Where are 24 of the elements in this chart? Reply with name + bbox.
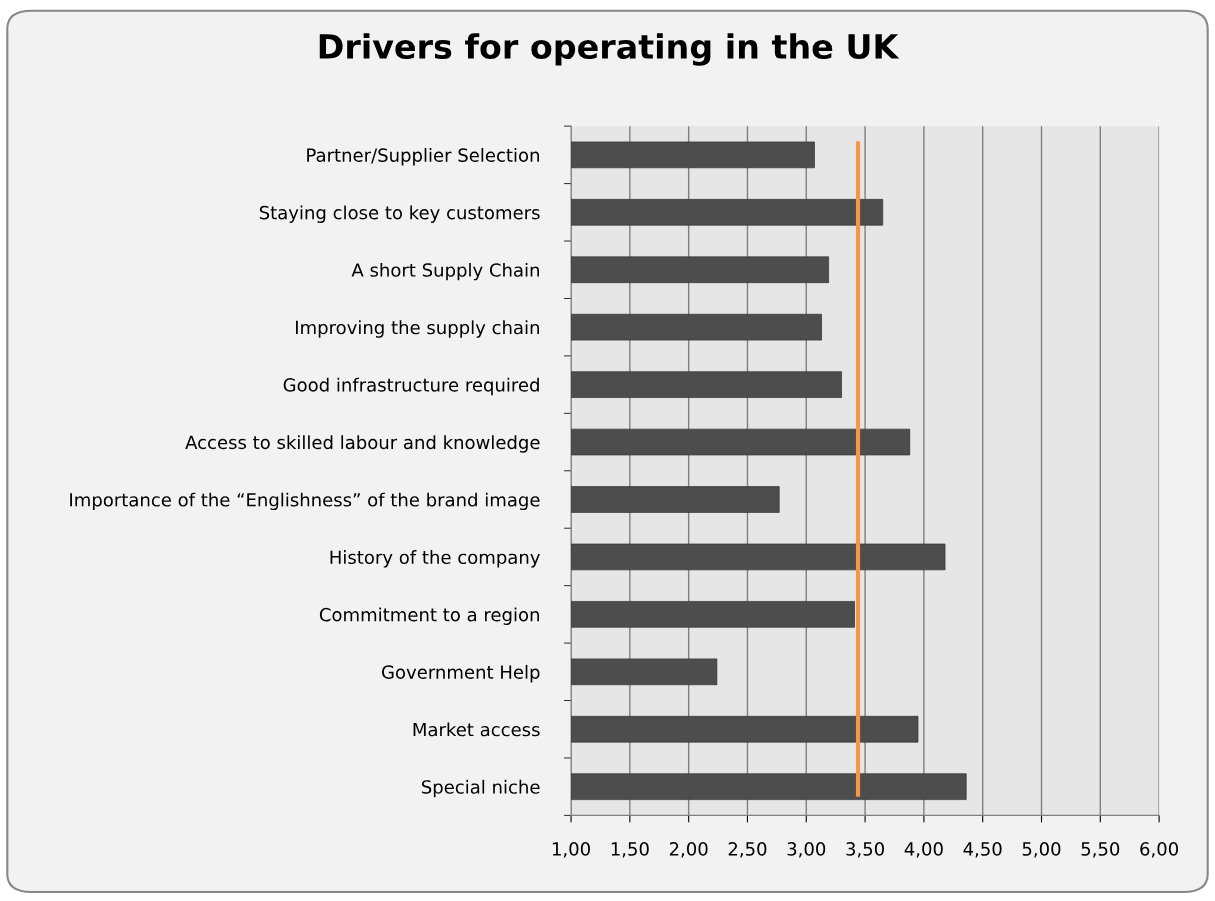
y-tick-label: Good infrastructure required <box>283 377 539 396</box>
x-tick-label: 5,50 <box>1081 842 1120 858</box>
y-tick-label: Partner/Supplier Selection <box>307 148 539 166</box>
y-tick-label: Improving the supply chain <box>296 320 539 338</box>
y-tick-label: Importance of the “Englishness” of the brand image <box>70 492 540 511</box>
chart-title: Drivers for operating in the UK <box>319 33 900 66</box>
y-tick-label: Special niche <box>421 779 540 798</box>
y-tick-label: Commitment to a region <box>319 607 539 625</box>
x-tick-label: 4,50 <box>963 842 1002 858</box>
x-tick-label: 2,00 <box>669 842 708 858</box>
y-tick-label: Staying close to key customers <box>259 205 540 223</box>
x-tick-label: 2,50 <box>728 842 767 858</box>
y-tick-label: A short Supply Chain <box>351 262 539 281</box>
x-tick-label: 6,00 <box>1140 842 1179 858</box>
x-tick-label: 1,50 <box>611 842 649 858</box>
y-tick-label: Access to skilled labour and knowledge <box>185 435 540 453</box>
y-tick-label: Market access <box>413 722 540 737</box>
y-tick-label: Government Help <box>382 664 540 683</box>
x-tick-label: 3,50 <box>846 842 884 858</box>
x-tick-label: 1,00 <box>552 842 590 858</box>
x-tick-label: 5,00 <box>1022 842 1061 858</box>
x-tick-label: 4,00 <box>904 842 943 858</box>
x-tick-label: 3,00 <box>787 842 826 858</box>
y-tick-label: History of the company <box>330 550 540 568</box>
